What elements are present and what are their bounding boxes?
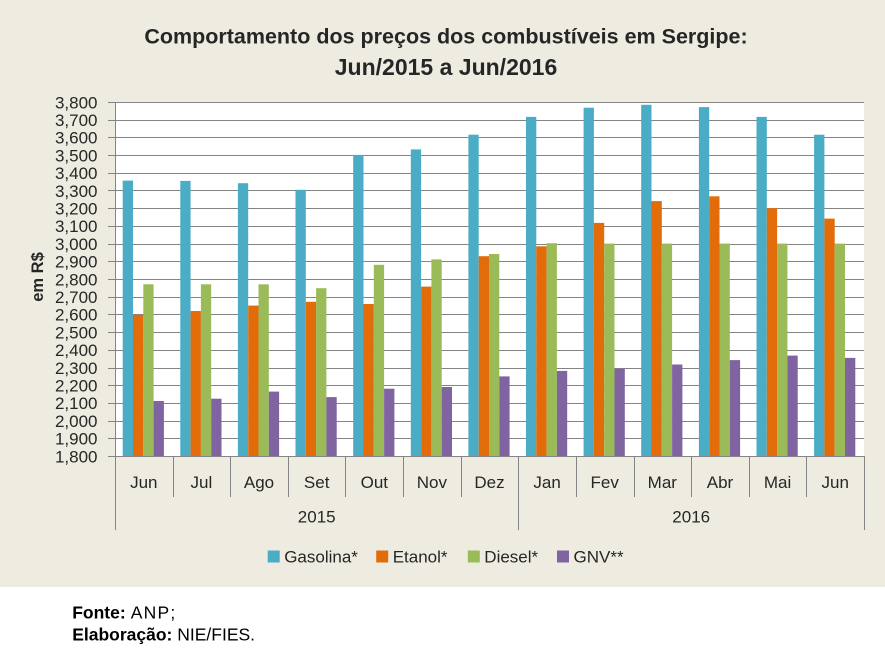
svg-text:Dez: Dez [474,473,504,492]
svg-text:Jul: Jul [191,473,213,492]
svg-text:Etanol*: Etanol* [393,547,448,566]
svg-text:1,900: 1,900 [55,430,98,449]
svg-text:GNV**: GNV** [574,547,624,566]
svg-text:2,900: 2,900 [55,253,98,272]
svg-text:3,100: 3,100 [55,217,98,236]
svg-text:3,300: 3,300 [55,182,98,201]
svg-text:Abr: Abr [707,473,734,492]
svg-text:Mar: Mar [648,473,678,492]
svg-text:2,100: 2,100 [55,394,98,413]
svg-text:3,800: 3,800 [55,93,98,112]
svg-text:3,400: 3,400 [55,164,98,183]
svg-text:2,500: 2,500 [55,323,98,342]
svg-text:Fonte: ANP;: Fonte: ANP; [72,603,176,623]
svg-text:Jun/2015 a Jun/2016: Jun/2015 a Jun/2016 [335,54,557,80]
svg-text:Jun: Jun [130,473,157,492]
svg-text:Ago: Ago [244,473,274,492]
svg-text:Nov: Nov [417,473,448,492]
svg-text:Jan: Jan [533,473,560,492]
svg-text:3,000: 3,000 [55,235,98,254]
svg-text:Set: Set [304,473,330,492]
svg-text:Mai: Mai [764,473,791,492]
svg-text:2,400: 2,400 [55,341,98,360]
svg-text:2015: 2015 [298,508,336,527]
svg-text:em R$: em R$ [29,252,47,302]
svg-text:Diesel*: Diesel* [484,547,538,566]
svg-text:Elaboração: NIE/FIES.: Elaboração: NIE/FIES. [72,625,255,645]
svg-text:2,000: 2,000 [55,412,98,431]
svg-text:Gasolina*: Gasolina* [284,547,358,566]
svg-text:1,800: 1,800 [55,447,98,466]
svg-text:2,200: 2,200 [55,377,98,396]
svg-text:Out: Out [361,473,389,492]
svg-text:Jun: Jun [821,473,848,492]
svg-text:3,600: 3,600 [55,129,98,148]
svg-text:3,700: 3,700 [55,111,98,130]
svg-text:2,800: 2,800 [55,270,98,289]
svg-text:Fev: Fev [591,473,620,492]
svg-text:2,700: 2,700 [55,288,98,307]
svg-text:2,600: 2,600 [55,306,98,325]
svg-text:Comportamento dos preços dos c: Comportamento dos preços dos combustívei… [144,25,747,49]
svg-text:3,500: 3,500 [55,146,98,165]
svg-text:3,200: 3,200 [55,200,98,219]
svg-text:2,300: 2,300 [55,359,98,378]
svg-text:2016: 2016 [672,508,710,527]
